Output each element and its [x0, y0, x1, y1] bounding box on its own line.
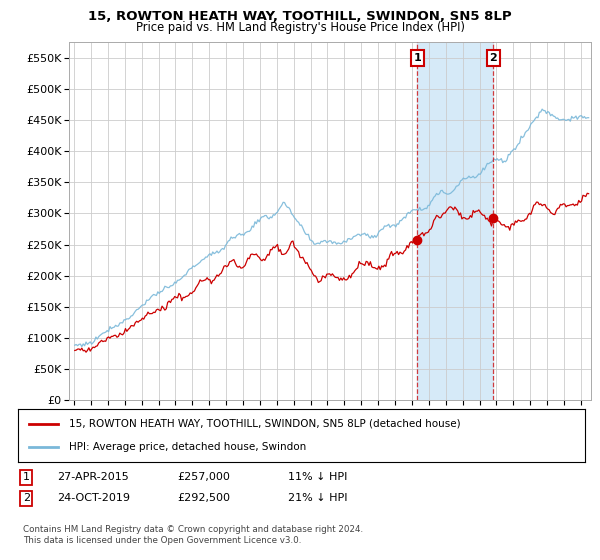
Text: 2: 2	[23, 493, 30, 503]
Text: 11% ↓ HPI: 11% ↓ HPI	[288, 472, 347, 482]
Text: Price paid vs. HM Land Registry's House Price Index (HPI): Price paid vs. HM Land Registry's House …	[136, 21, 464, 34]
Text: 24-OCT-2019: 24-OCT-2019	[57, 493, 130, 503]
Text: 27-APR-2015: 27-APR-2015	[57, 472, 129, 482]
Text: 15, ROWTON HEATH WAY, TOOTHILL, SWINDON, SN5 8LP: 15, ROWTON HEATH WAY, TOOTHILL, SWINDON,…	[88, 10, 512, 23]
Bar	[418, 42, 493, 400]
Text: 1: 1	[23, 472, 30, 482]
Text: 15, ROWTON HEATH WAY, TOOTHILL, SWINDON, SN5 8LP (detached house): 15, ROWTON HEATH WAY, TOOTHILL, SWINDON,…	[69, 419, 461, 429]
Text: Contains HM Land Registry data © Crown copyright and database right 2024.
This d: Contains HM Land Registry data © Crown c…	[23, 525, 363, 545]
Text: HPI: Average price, detached house, Swindon: HPI: Average price, detached house, Swin…	[69, 442, 306, 452]
Text: 1: 1	[413, 53, 421, 63]
Text: £257,000: £257,000	[177, 472, 230, 482]
Text: 2: 2	[490, 53, 497, 63]
Text: 21% ↓ HPI: 21% ↓ HPI	[288, 493, 347, 503]
Text: £292,500: £292,500	[177, 493, 230, 503]
